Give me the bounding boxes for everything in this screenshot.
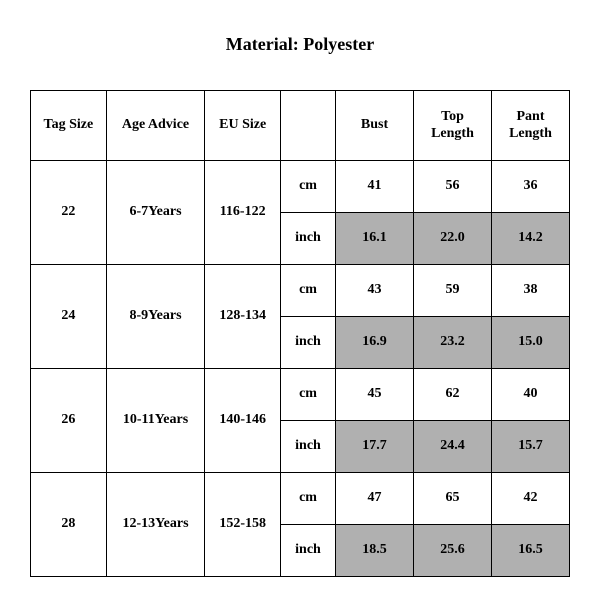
cell-age-advice: 12-13Years bbox=[106, 473, 205, 577]
col-eu-size: EU Size bbox=[205, 91, 281, 161]
col-age-advice: Age Advice bbox=[106, 91, 205, 161]
page: Material: Polyester Tag Size Age Advice … bbox=[0, 0, 600, 600]
cell-unit-cm: cm bbox=[281, 265, 336, 317]
cell-top-length: 65 bbox=[414, 473, 492, 525]
page-title: Material: Polyester bbox=[0, 34, 600, 55]
cell-age-advice: 8-9Years bbox=[106, 265, 205, 369]
cell-top-length: 24.4 bbox=[414, 421, 492, 473]
col-bust: Bust bbox=[336, 91, 414, 161]
cell-pant-length: 15.7 bbox=[491, 421, 569, 473]
col-tag-size: Tag Size bbox=[31, 91, 107, 161]
table-row: 24 8-9Years 128-134 cm 43 59 38 bbox=[31, 265, 570, 317]
cell-top-length: 62 bbox=[414, 369, 492, 421]
cell-pant-length: 42 bbox=[491, 473, 569, 525]
cell-bust: 16.1 bbox=[336, 213, 414, 265]
cell-bust: 45 bbox=[336, 369, 414, 421]
cell-bust: 17.7 bbox=[336, 421, 414, 473]
cell-bust: 18.5 bbox=[336, 525, 414, 577]
cell-bust: 43 bbox=[336, 265, 414, 317]
col-top-length-label: TopLength bbox=[431, 109, 474, 140]
cell-eu-size: 152-158 bbox=[205, 473, 281, 577]
col-unit bbox=[281, 91, 336, 161]
cell-age-advice: 10-11Years bbox=[106, 369, 205, 473]
cell-top-length: 23.2 bbox=[414, 317, 492, 369]
cell-pant-length: 38 bbox=[491, 265, 569, 317]
cell-unit-cm: cm bbox=[281, 161, 336, 213]
table-row: 28 12-13Years 152-158 cm 47 65 42 bbox=[31, 473, 570, 525]
cell-bust: 16.9 bbox=[336, 317, 414, 369]
cell-pant-length: 36 bbox=[491, 161, 569, 213]
cell-unit-cm: cm bbox=[281, 473, 336, 525]
cell-pant-length: 40 bbox=[491, 369, 569, 421]
cell-unit-inch: inch bbox=[281, 421, 336, 473]
cell-bust: 47 bbox=[336, 473, 414, 525]
cell-pant-length: 14.2 bbox=[491, 213, 569, 265]
cell-eu-size: 140-146 bbox=[205, 369, 281, 473]
cell-top-length: 59 bbox=[414, 265, 492, 317]
cell-eu-size: 116-122 bbox=[205, 161, 281, 265]
cell-tag-size: 22 bbox=[31, 161, 107, 265]
cell-top-length: 56 bbox=[414, 161, 492, 213]
size-table-container: Tag Size Age Advice EU Size Bust TopLeng… bbox=[30, 90, 570, 577]
cell-tag-size: 28 bbox=[31, 473, 107, 577]
table-row: 26 10-11Years 140-146 cm 45 62 40 bbox=[31, 369, 570, 421]
cell-unit-inch: inch bbox=[281, 317, 336, 369]
cell-eu-size: 128-134 bbox=[205, 265, 281, 369]
table-header-row: Tag Size Age Advice EU Size Bust TopLeng… bbox=[31, 91, 570, 161]
cell-pant-length: 15.0 bbox=[491, 317, 569, 369]
cell-top-length: 22.0 bbox=[414, 213, 492, 265]
col-top-length: TopLength bbox=[414, 91, 492, 161]
size-table: Tag Size Age Advice EU Size Bust TopLeng… bbox=[30, 90, 570, 577]
table-row: 22 6-7Years 116-122 cm 41 56 36 bbox=[31, 161, 570, 213]
cell-tag-size: 24 bbox=[31, 265, 107, 369]
cell-top-length: 25.6 bbox=[414, 525, 492, 577]
cell-unit-inch: inch bbox=[281, 525, 336, 577]
col-pant-length: PantLength bbox=[491, 91, 569, 161]
cell-pant-length: 16.5 bbox=[491, 525, 569, 577]
cell-age-advice: 6-7Years bbox=[106, 161, 205, 265]
col-pant-length-label: PantLength bbox=[509, 109, 552, 140]
cell-tag-size: 26 bbox=[31, 369, 107, 473]
cell-unit-cm: cm bbox=[281, 369, 336, 421]
cell-unit-inch: inch bbox=[281, 213, 336, 265]
cell-bust: 41 bbox=[336, 161, 414, 213]
